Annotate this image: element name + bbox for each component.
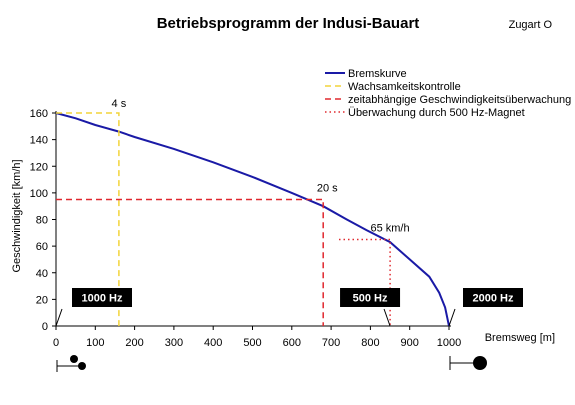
y-tick-label: 0	[42, 321, 48, 333]
annotations: 4 s 20 s 65 km/h	[112, 98, 410, 234]
series-line-4	[339, 238, 391, 326]
distant-signal-icon	[56, 355, 86, 372]
x-tick-label: 100	[86, 337, 104, 349]
y-tick-label: 60	[36, 241, 48, 253]
x-tick-label: 700	[322, 337, 340, 349]
annotation-label: 4 s	[112, 98, 127, 110]
marker-box	[463, 288, 523, 307]
legend-label: zeitabhängige Geschwindigkeitsüberwachun…	[348, 94, 571, 106]
x-tick-label: 400	[204, 337, 222, 349]
series-line-3	[56, 198, 324, 326]
x-tick-label: 800	[361, 337, 379, 349]
legend: BremskurveWachsamkeitskontrollezeitabhän…	[325, 68, 571, 119]
y-tick-label: 120	[30, 161, 48, 173]
x-tick-label: 200	[125, 337, 143, 349]
marker-label: 1000 Hz	[82, 293, 123, 305]
y-tick-label: 80	[36, 215, 48, 227]
x-tick-label: 0	[53, 337, 59, 349]
legend-label: Wachsamkeitskontrolle	[348, 81, 461, 93]
legend-label: Überwachung durch 500 Hz-Magnet	[348, 107, 525, 119]
marker-label: 500 Hz	[353, 293, 388, 305]
chart-title: Betriebsprogramm der Indusi-Bauart	[157, 15, 420, 32]
x-tick-label: 300	[165, 337, 183, 349]
x-tick-label: 500	[243, 337, 261, 349]
frequency-markers: 1000 Hz 500 Hz 2000 Hz	[55, 288, 523, 327]
y-tick-label: 160	[30, 108, 48, 120]
x-tick-label: 600	[283, 337, 301, 349]
y-tick-label: 40	[36, 268, 48, 280]
axes: 0 100 200 300 400 500 600 700 800 900 1000 0 20 40 60 8…	[30, 108, 462, 349]
marker-pointer	[383, 308, 391, 327]
marker-label: 2000 Hz	[473, 293, 514, 305]
legend-label: Bremskurve	[348, 68, 407, 80]
x-tick-label: 900	[401, 337, 419, 349]
marker-box	[340, 288, 401, 307]
x-tick-label: 1000	[437, 337, 461, 349]
y-tick-label: 20	[36, 294, 48, 306]
marker-pointer	[55, 308, 63, 327]
annotation-label: 65 km/h	[370, 222, 409, 234]
marker-pointer	[448, 308, 456, 327]
main-signal-icon	[449, 356, 487, 370]
annotation-label: 20 s	[317, 183, 338, 195]
y-tick-label: 140	[30, 135, 48, 147]
marker-box	[72, 288, 132, 307]
series-line-2	[56, 112, 120, 326]
y-axis-label: Geschwindigkeit [km/h]	[11, 159, 23, 272]
x-axis-label: Bremsweg [m]	[485, 332, 555, 344]
y-tick-label: 100	[30, 188, 48, 200]
chart-subtitle: Zugart O	[509, 19, 553, 31]
signal-symbols	[56, 355, 487, 372]
